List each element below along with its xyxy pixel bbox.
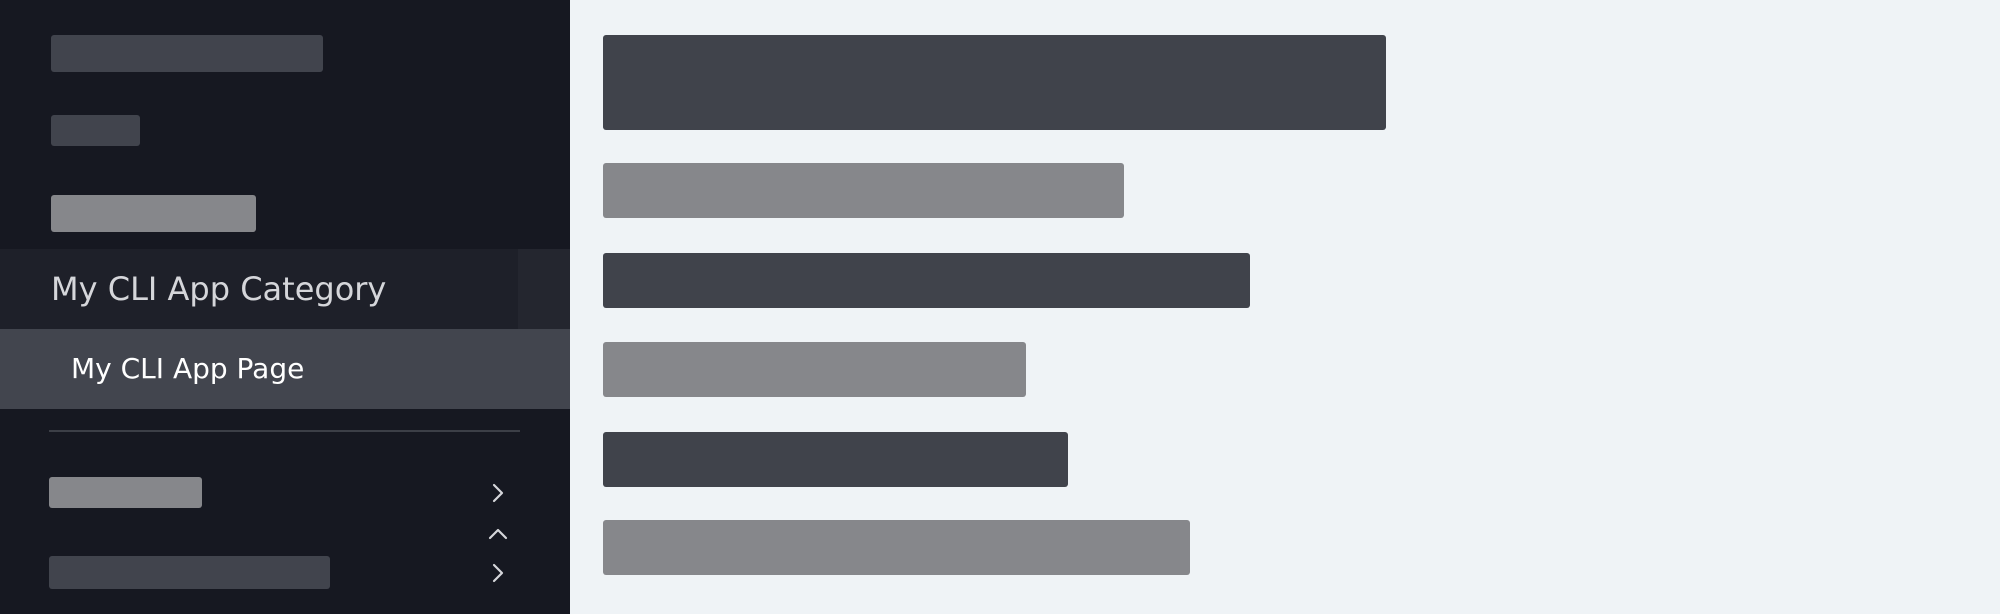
sidebar-item-label: My CLI App Page: [71, 329, 304, 409]
sidebar: My CLI App Category My CLI App Page: [0, 0, 570, 614]
category-row-accent: [518, 249, 570, 329]
content-placeholder-line-4: [603, 432, 1068, 487]
content-placeholder-title: [603, 35, 1386, 130]
sidebar-item-placeholder: [49, 556, 330, 589]
sidebar-placeholder-2: [51, 115, 140, 146]
content-placeholder-line-5: [603, 520, 1190, 575]
sidebar-divider: [49, 430, 520, 432]
content-placeholder-line-2: [603, 253, 1250, 308]
sidebar-category-row[interactable]: My CLI App Category: [0, 249, 570, 329]
sidebar-item-collapsed-1[interactable]: [0, 458, 570, 528]
sidebar-item-my-cli-app-page[interactable]: My CLI App Page: [0, 329, 570, 409]
sidebar-placeholder-3: [51, 195, 256, 232]
content-placeholder-line-3: [603, 342, 1026, 397]
content-placeholder-line-1: [603, 163, 1124, 218]
chevron-right-icon: [484, 479, 512, 507]
sidebar-placeholder-1: [51, 35, 323, 72]
chevron-right-icon: [484, 559, 512, 587]
sidebar-category-label: My CLI App Category: [51, 249, 386, 329]
sidebar-item-collapsed-2[interactable]: [0, 538, 570, 608]
sidebar-item-placeholder: [49, 477, 202, 508]
